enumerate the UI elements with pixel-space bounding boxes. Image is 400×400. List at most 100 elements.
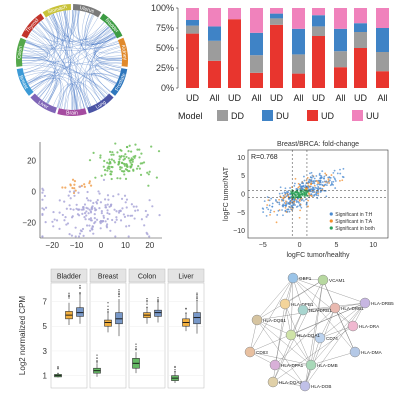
scatter-point (127, 235, 130, 238)
scatter-point (148, 170, 151, 173)
scatter-point (122, 158, 125, 161)
box-outlier (146, 306, 148, 308)
scatter-point (73, 194, 76, 197)
scatter-point (296, 205, 299, 208)
scatter-point (103, 198, 107, 201)
scatter-point (285, 211, 288, 213)
scatter-point (304, 198, 307, 201)
scatter-point (273, 210, 276, 213)
network-edge (319, 307, 336, 339)
scatter-point (321, 181, 324, 183)
scatter-point (112, 159, 115, 162)
scatter-point (109, 229, 112, 232)
scatter-point (313, 194, 316, 197)
chord-ring-label: Colon (16, 45, 24, 59)
bar-segment-ud (354, 48, 367, 88)
network-node-label: VCAM1 (329, 278, 345, 283)
scatter-point (122, 155, 125, 158)
x-tick-label: All (209, 93, 219, 103)
scatter-point (288, 210, 291, 213)
box-outlier (118, 296, 120, 298)
scatter-point (287, 208, 289, 211)
box-outlier (79, 292, 81, 294)
scatter-point (268, 199, 271, 202)
scatter-point (316, 183, 319, 186)
scatter-point (307, 182, 309, 185)
scatter-point (300, 187, 302, 189)
scatter-point (88, 182, 91, 185)
chord-link (27, 75, 90, 107)
scatter-point (85, 197, 89, 200)
scatter-point (269, 211, 272, 214)
box-outlier (146, 299, 148, 302)
scatter-point (308, 185, 311, 188)
scatter-point (93, 222, 96, 225)
network-edge (256, 319, 292, 336)
bar-segment-uu (354, 8, 367, 24)
facet-strip (128, 268, 166, 283)
x-tick-label: All (377, 93, 387, 103)
chord-link (50, 14, 115, 44)
scatter-point (286, 202, 288, 205)
network-node-label: GBP1 (299, 276, 312, 281)
network-node (251, 314, 263, 326)
scatter-point (85, 206, 88, 210)
scatter-point (93, 213, 96, 216)
scatter-point (74, 226, 77, 229)
y-tick-label: −20 (22, 219, 36, 228)
scatter-point (103, 169, 107, 172)
chord-ring-label: Breast (17, 74, 29, 90)
scatter-point (289, 201, 292, 204)
box-plot-panel: Log2 normalized CPM 7 5 3 1 Bladder Breast Colo… (18, 268, 205, 389)
scatter-point (293, 204, 295, 206)
network-node-label: HLA-DQA2 (279, 380, 302, 385)
x-tick-label: −5 (259, 242, 267, 249)
bar-segment-dd (186, 25, 199, 34)
scatter-point (303, 175, 305, 178)
x-axis-label: logFC tumor/healthy (286, 252, 350, 259)
box-body (193, 312, 201, 325)
scatter-point (88, 224, 91, 227)
scatter-point (284, 209, 287, 212)
scatter-point (113, 208, 116, 211)
scatter-point (303, 195, 306, 198)
scatter-point (86, 190, 89, 194)
bar-segment-du (270, 13, 283, 19)
scatter-point (285, 195, 288, 198)
scatter-point (102, 178, 106, 181)
scatter-point (52, 210, 55, 214)
bar-segment-ud (208, 60, 221, 88)
scatter-point (308, 178, 311, 181)
scatter-point (73, 187, 76, 190)
scatter-point (341, 175, 344, 178)
legend-label: DD (231, 111, 244, 121)
scatter-point (303, 193, 305, 196)
box-outlier (57, 372, 59, 374)
scatter-point (102, 165, 105, 168)
bar-segment-du (354, 23, 367, 32)
scatter-point (138, 167, 141, 170)
bar-segment-uu (228, 8, 241, 20)
scatter-point (150, 145, 153, 148)
scatter-point (125, 198, 129, 201)
box-outlier (157, 297, 159, 299)
scatter-point (323, 184, 326, 187)
scatter-point (69, 183, 72, 186)
scatter-point (342, 167, 345, 170)
scatter-point (278, 192, 281, 195)
chord-link (22, 60, 121, 71)
network-edge (249, 351, 312, 366)
box-outlier (107, 302, 109, 304)
bar-segment-uu (250, 8, 263, 33)
box-outlier (196, 299, 198, 301)
scatter-point (65, 207, 68, 210)
scatter-point (289, 196, 292, 199)
scatter-point (282, 196, 285, 199)
chord-ring-segment (72, 4, 102, 18)
legend-swatch-dd (217, 110, 228, 121)
network-node (267, 376, 279, 388)
scatter-point (73, 190, 76, 193)
scatter-point (284, 192, 287, 195)
chord-link (90, 36, 117, 99)
scatter-point (276, 201, 279, 204)
